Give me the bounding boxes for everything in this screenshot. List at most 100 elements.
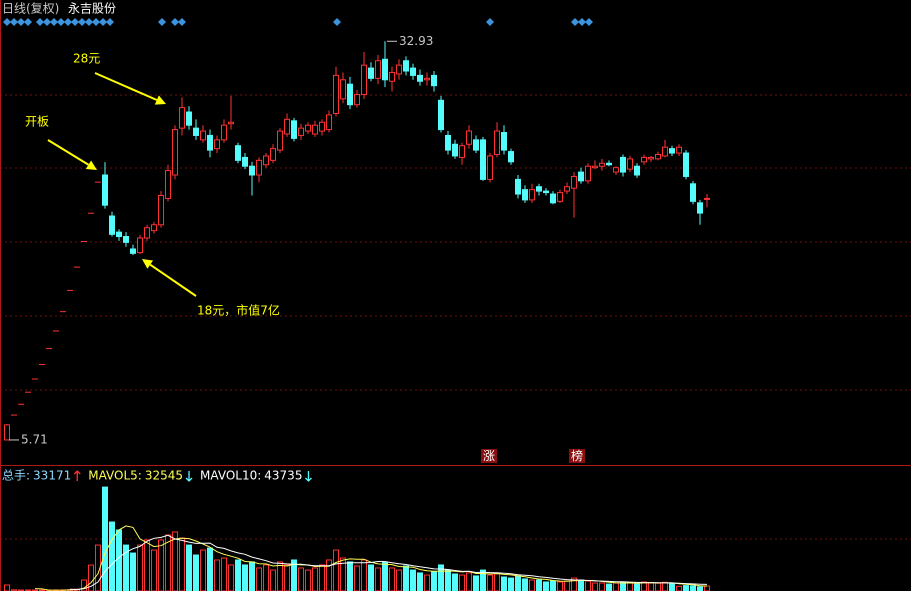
candle-body [487, 155, 493, 180]
volume-bar [102, 486, 108, 591]
volume-bar [221, 557, 227, 591]
diamond [43, 18, 51, 26]
candle-body [403, 60, 409, 72]
annotation: 18元，市值7亿 [197, 303, 280, 318]
diamond [17, 18, 25, 26]
event-label: 涨 [483, 448, 495, 463]
candle-body [578, 171, 584, 182]
candle-body [361, 64, 367, 95]
candle-body [459, 145, 465, 158]
volume-bar [585, 580, 591, 591]
candle-body [410, 67, 416, 76]
diamond [158, 18, 166, 26]
diamond [171, 18, 179, 26]
diamond [10, 18, 18, 26]
candle-body [396, 64, 402, 75]
volume-bar [242, 564, 248, 591]
volume-bar [347, 561, 353, 591]
candle-body [599, 162, 605, 167]
volume-bar [144, 539, 150, 591]
candle-body [550, 193, 556, 204]
volume-bar [627, 582, 633, 591]
volume-bar [172, 531, 178, 591]
volume-bar [179, 537, 185, 591]
volume-bar [669, 583, 675, 591]
candle-body [137, 237, 143, 254]
diamond [64, 18, 72, 26]
volume-bar [508, 577, 514, 591]
candle-body [375, 60, 381, 79]
candle-body [466, 130, 472, 145]
candle-body [249, 165, 255, 176]
volume-bar [550, 580, 556, 591]
candle-body [592, 165, 598, 169]
candle-body [214, 139, 220, 150]
candle-body [431, 74, 437, 87]
candle-body [424, 77, 430, 81]
volume-bar [4, 584, 10, 591]
volume-bar [704, 585, 710, 591]
diamond [571, 18, 579, 26]
arrow-head [142, 259, 154, 269]
ma-name: MAVOL5: [88, 469, 142, 483]
candle-body [389, 71, 395, 82]
candle-body [690, 183, 696, 202]
volume-bar [417, 572, 423, 591]
diamond [50, 18, 58, 26]
max-price-label: 32.93 [399, 34, 433, 48]
trend-arrow [73, 470, 81, 481]
diamond [99, 18, 107, 26]
volume-bar [424, 574, 430, 591]
candle-body [263, 155, 269, 166]
candle-body [473, 139, 479, 151]
candle-body [571, 175, 577, 189]
volume-bar [606, 583, 612, 591]
event-label: 榜 [571, 448, 583, 463]
volume-bar [207, 547, 213, 591]
candle-body [340, 79, 346, 100]
candle-body [438, 99, 444, 131]
candle-body [116, 231, 122, 238]
candle-body [270, 148, 276, 161]
candle-body [613, 167, 619, 173]
volume-bar [410, 569, 416, 591]
candle-body [186, 111, 192, 126]
volume-bar [487, 574, 493, 591]
candle-body [669, 148, 675, 154]
annotation-arrow [94, 72, 158, 101]
volume-bar [648, 582, 654, 591]
candle-body [200, 130, 206, 141]
candle-body [697, 202, 703, 214]
candle-body [662, 146, 668, 157]
volume-bar [578, 579, 584, 591]
candle-body [634, 165, 640, 176]
volume-bar [200, 549, 206, 591]
candle-body [508, 151, 514, 163]
volume-bar [277, 561, 283, 591]
candle-body [501, 132, 507, 151]
candle-body [333, 74, 339, 114]
diamond [92, 18, 100, 26]
diamond [57, 18, 65, 26]
volume-bar [571, 577, 577, 591]
candle-body [494, 130, 500, 155]
diamond [24, 18, 32, 26]
volume-bar [438, 564, 444, 591]
event-badge [481, 449, 497, 463]
volume-bar [676, 585, 682, 591]
candle-body [522, 189, 528, 201]
annotation: 开板 [25, 115, 49, 129]
candle-body [480, 139, 486, 180]
volume-bar [137, 544, 143, 591]
volume-bar [116, 529, 122, 591]
volume-bar [396, 569, 402, 591]
candle-body [298, 127, 304, 136]
volume-bar [158, 539, 164, 591]
volume-bar [109, 521, 115, 591]
volume-bar [375, 567, 381, 591]
candle-body [151, 224, 157, 232]
candle-body [641, 156, 647, 163]
candle-body [130, 248, 136, 254]
candle-body [284, 118, 290, 135]
candle-body [536, 186, 542, 192]
